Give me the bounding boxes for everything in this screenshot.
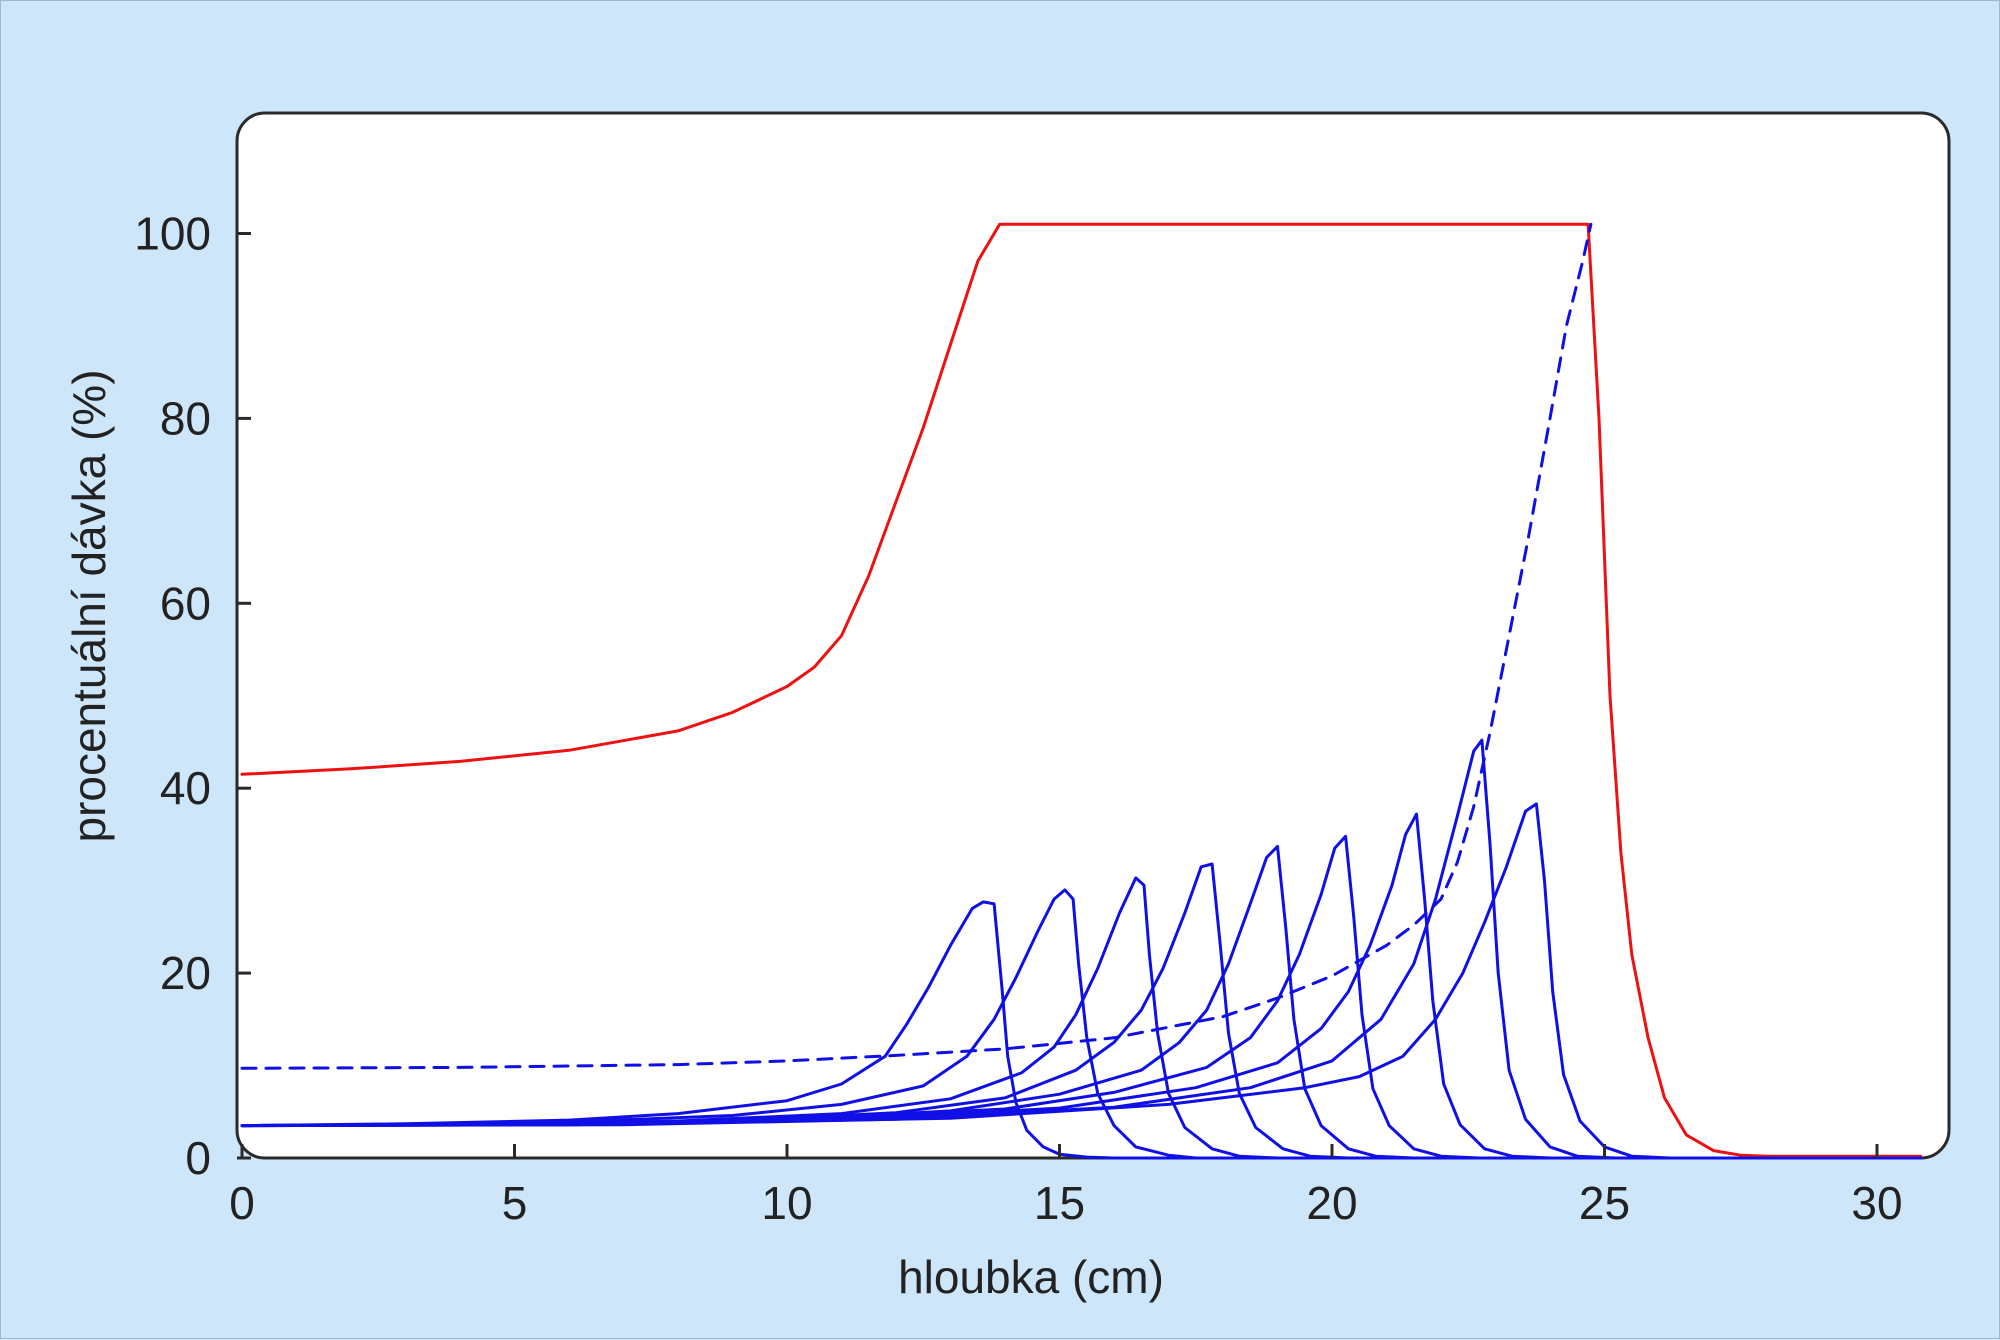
- x-tick-label: 10: [761, 1177, 812, 1229]
- y-tick-label: 60: [160, 577, 211, 629]
- dashed-curve: [240, 222, 1593, 1070]
- y-tick-label: 20: [160, 947, 211, 999]
- y-tick-label: 80: [160, 392, 211, 444]
- bragg-peak-curve-2: [240, 900, 1923, 1160]
- x-tick-label: 0: [229, 1177, 255, 1229]
- y-axis-ticks: 0 20 40 60 80 100: [134, 208, 251, 1184]
- y-axis-label: procentuální dávka (%): [63, 369, 115, 842]
- x-tick-label: 20: [1306, 1177, 1357, 1229]
- y-tick-label: 100: [134, 208, 211, 260]
- y-tick-label: 0: [185, 1132, 211, 1184]
- bragg-peak-curve-6: [240, 844, 1923, 1160]
- bragg-peak-curve-8: [240, 812, 1923, 1160]
- sobp-curve: [240, 222, 1923, 1158]
- x-tick-label: 25: [1579, 1177, 1630, 1229]
- bragg-peak-curve-10: [240, 802, 1923, 1160]
- bragg-peak-curve-4: [240, 876, 1923, 1160]
- x-tick-label: 15: [1034, 1177, 1085, 1229]
- x-axis-ticks: 0 5 10 15 20 25 30: [229, 1144, 1903, 1229]
- y-tick-label: 40: [160, 762, 211, 814]
- curves-group: [240, 222, 1923, 1160]
- bragg-peak-curve-3: [240, 888, 1923, 1160]
- bragg-peak-curve-7: [240, 834, 1923, 1160]
- x-tick-label: 5: [502, 1177, 528, 1229]
- bragg-peak-curve-5: [240, 862, 1923, 1160]
- bragg-peak-curve-9: [240, 738, 1923, 1160]
- x-tick-label: 30: [1851, 1177, 1902, 1229]
- x-axis-label: hloubka (cm): [898, 1251, 1164, 1303]
- plot-area: [235, 111, 1951, 1160]
